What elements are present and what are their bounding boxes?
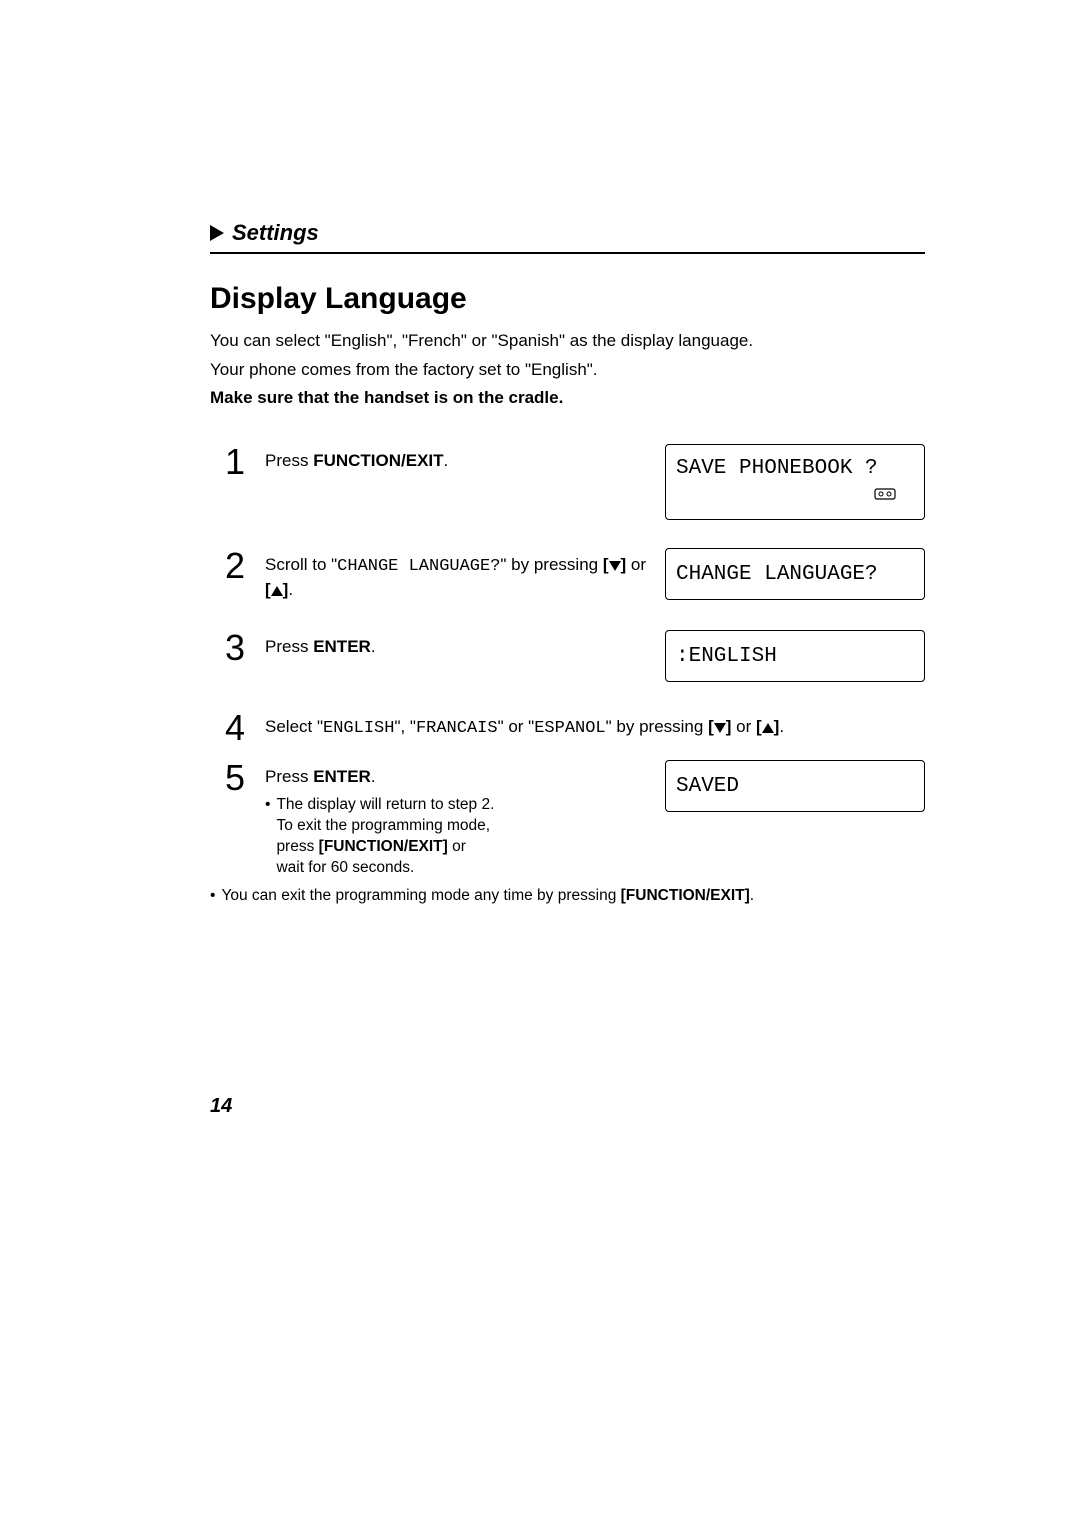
intro-line-2: Your phone comes from the factory set to… (210, 359, 925, 382)
step-2-pre: Scroll to " (265, 555, 337, 574)
cassette-icon (874, 482, 896, 509)
arrow-up-icon (762, 723, 774, 733)
step-3: 3 Press ENTER. :ENGLISH (225, 630, 925, 682)
step-4-mid2: " or " (498, 717, 535, 736)
display-1-icon-row (676, 482, 914, 509)
step-5-bullet-line2: To exit the programming mode, (276, 816, 494, 837)
step-5-b3-post: or (448, 838, 466, 855)
step-5-b3-pre: press (276, 838, 318, 855)
step-4: 4 Select "ENGLISH", "FRANCAIS" or "ESPAN… (225, 710, 925, 746)
step-5-b3-bold: [FUNCTION/EXIT] (319, 838, 448, 855)
step-number-3: 3 (225, 630, 265, 666)
step-2: 2 Scroll to "CHANGE LANGUAGE?" by pressi… (225, 548, 925, 602)
display-1-text: SAVE PHONEBOOK ? (676, 455, 914, 482)
display-box-2: CHANGE LANGUAGE? (665, 548, 925, 600)
step-4-opt3: ESPANOL (534, 719, 605, 738)
intro-line-1: You can select "English", "French" or "S… (210, 330, 925, 353)
step-1-period: . (444, 451, 449, 470)
section-header: Settings (210, 220, 925, 254)
bullet-dot: • (265, 795, 270, 879)
footer-note-text: You can exit the programming mode any ti… (221, 887, 754, 905)
arrow-up-icon (271, 586, 283, 596)
step-number-4: 4 (225, 710, 265, 746)
step-4-opt1: ENGLISH (323, 719, 394, 738)
step-4-or: or (731, 717, 756, 736)
display-3-text: :ENGLISH (676, 643, 914, 670)
steps-container: 1 Press FUNCTION/EXIT. SAVE PHONEBOOK ? … (225, 444, 925, 879)
step-2-mono: CHANGE LANGUAGE? (337, 557, 500, 576)
display-box-1: SAVE PHONEBOOK ? (665, 444, 925, 521)
step-2-or: or (626, 555, 646, 574)
footer-pre: You can exit the programming mode any ti… (221, 887, 620, 904)
arrow-right-icon (210, 225, 224, 241)
step-4-pre: Select " (265, 717, 323, 736)
step-4-post: " by pressing (606, 717, 708, 736)
display-box-5: SAVED (665, 760, 925, 812)
step-2-period: . (288, 580, 293, 599)
step-4-mid1: ", " (394, 717, 416, 736)
step-3-content: Press ENTER. (265, 630, 665, 659)
footer-bold: [FUNCTION/EXIT] (621, 887, 750, 904)
step-3-press: Press (265, 637, 313, 656)
step-1: 1 Press FUNCTION/EXIT. SAVE PHONEBOOK ? (225, 444, 925, 521)
page-number: 14 (210, 1095, 232, 1118)
bullet-dot: • (210, 887, 215, 905)
page-title: Display Language (210, 282, 925, 316)
display-2-text: CHANGE LANGUAGE? (676, 561, 914, 588)
step-1-content: Press FUNCTION/EXIT. (265, 444, 665, 473)
step-number-2: 2 (225, 548, 265, 584)
step-1-press: Press (265, 451, 313, 470)
step-number-5: 5 (225, 760, 265, 796)
step-5-sub-bullet: • The display will return to step 2. To … (265, 795, 653, 879)
step-5-bullet-line1: The display will return to step 2. (276, 795, 494, 816)
step-5-bullet-line3: press [FUNCTION/EXIT] or (276, 837, 494, 858)
step-5: 5 Press ENTER. • The display will return… (225, 760, 925, 879)
step-2-post: " by pressing (500, 555, 602, 574)
display-box-3: :ENGLISH (665, 630, 925, 682)
step-5-bullet-line4: wait for 60 seconds. (276, 858, 494, 879)
step-5-content: Press ENTER. • The display will return t… (265, 760, 665, 879)
footer-post: . (750, 887, 754, 904)
section-title: Settings (232, 220, 319, 246)
step-5-button: ENTER (313, 767, 371, 786)
step-4-period: . (779, 717, 784, 736)
footer-note: • You can exit the programming mode any … (210, 887, 925, 905)
bold-instruction: Make sure that the handset is on the cra… (210, 388, 925, 408)
display-5-text: SAVED (676, 773, 914, 800)
step-1-button: FUNCTION/EXIT (313, 451, 443, 470)
step-4-content: Select "ENGLISH", "FRANCAIS" or "ESPANOL… (265, 710, 925, 741)
step-3-button: ENTER (313, 637, 371, 656)
arrow-down-icon (714, 723, 726, 733)
step-4-opt2: FRANCAIS (416, 719, 498, 738)
step-number-1: 1 (225, 444, 265, 480)
step-3-period: . (371, 637, 376, 656)
step-5-press: Press (265, 767, 313, 786)
step-5-period: . (371, 767, 376, 786)
step-5-bullet-text: The display will return to step 2. To ex… (276, 795, 494, 879)
arrow-down-icon (609, 561, 621, 571)
step-2-content: Scroll to "CHANGE LANGUAGE?" by pressing… (265, 548, 665, 602)
